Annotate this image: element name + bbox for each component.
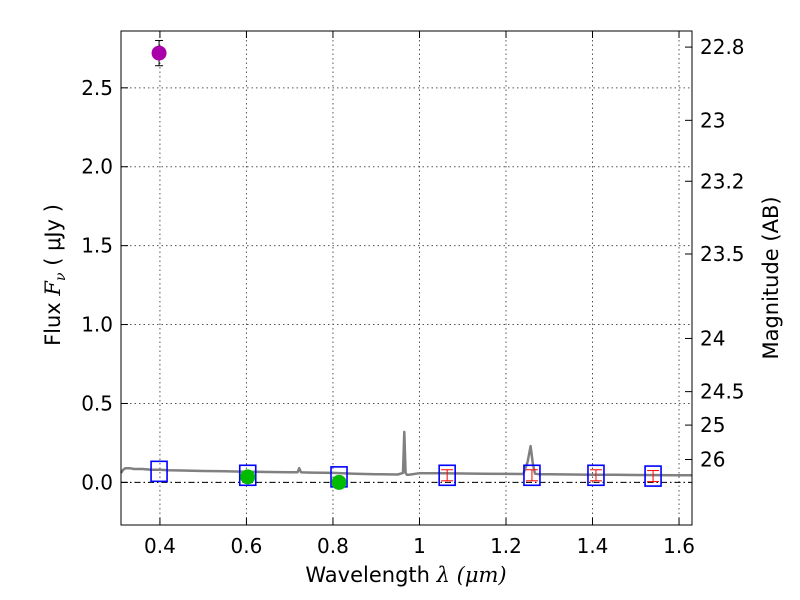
- y-tick-label: 0.0: [81, 470, 113, 494]
- y-axis-label: Flux Fν ( μJy ): [41, 204, 69, 346]
- right-tick-label: 24: [700, 326, 725, 350]
- y-tick-label: 2.5: [81, 76, 113, 100]
- x-tick-label: 0.8: [317, 534, 349, 558]
- x-tick-label: 1: [413, 534, 426, 558]
- right-tick-label: 25: [700, 413, 725, 437]
- x-tick-label: 0.6: [231, 534, 263, 558]
- model-photometry-square: [587, 464, 605, 487]
- observed-point: [151, 45, 167, 61]
- y-tick-label: 2.0: [81, 155, 113, 179]
- observed-point: [240, 469, 256, 485]
- ticks: 0.4 0.6 0.8 1 1.2 1.4 1.6 0.0 0.5 1.0 1.5 2.0 2.5 22.…: [81, 31, 745, 558]
- plot-frame: [120, 30, 693, 526]
- model-photometry-square: [644, 465, 662, 487]
- x-tick-label: 1.4: [577, 534, 609, 558]
- model-photometry-square: [238, 464, 257, 487]
- right-tick-label: 23.2: [700, 169, 745, 193]
- right-tick-label: 23.5: [700, 242, 745, 266]
- grid: [121, 31, 692, 525]
- model-photometry-square: [523, 464, 541, 487]
- right-tick-label: 26: [700, 448, 725, 472]
- x-axis-label: Wavelength λ (μm): [305, 563, 506, 587]
- x-tick-label: 1.2: [490, 534, 522, 558]
- model-photometry-square: [438, 464, 456, 487]
- right-axis-label: Magnitude (AB): [759, 196, 783, 359]
- y-tick-label: 1.0: [81, 313, 113, 337]
- data-series: [119, 39, 692, 490]
- y-tick-label: 0.5: [81, 391, 113, 415]
- y-tick-label: 1.5: [81, 234, 113, 258]
- observed-point: [331, 474, 347, 490]
- model-photometry-square: [150, 460, 168, 483]
- right-tick-label: 22.8: [700, 35, 745, 59]
- model-spectrum-line: [119, 430, 692, 477]
- x-tick-label: 1.6: [663, 534, 695, 558]
- right-tick-label: 24.5: [700, 380, 745, 404]
- right-tick-label: 23: [700, 108, 725, 132]
- x-tick-label: 0.4: [144, 534, 176, 558]
